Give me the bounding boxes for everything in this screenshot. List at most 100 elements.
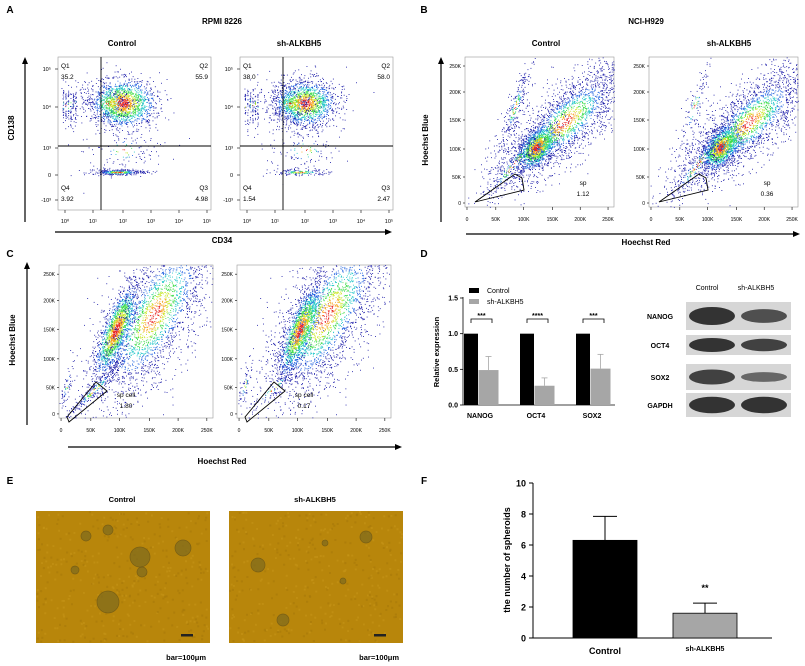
- event-dot: [123, 104, 125, 106]
- event-dot: [102, 116, 104, 118]
- event-dot: [117, 77, 119, 79]
- event-dot: [250, 101, 252, 103]
- event-dot: [70, 111, 72, 113]
- event-dot: [97, 104, 99, 105]
- event-dot: [247, 104, 249, 105]
- event-dot: [254, 100, 256, 102]
- event-dot: [297, 83, 299, 84]
- event-dot: [306, 124, 308, 126]
- event-dot: [130, 171, 132, 173]
- event-dot: [301, 107, 303, 108]
- event-dot: [311, 98, 313, 100]
- event-dot: [278, 129, 280, 131]
- event-dot: [280, 99, 282, 101]
- event-dot: [90, 119, 92, 121]
- event-dot: [106, 110, 108, 111]
- event-dot: [111, 99, 113, 100]
- event-dot: [125, 164, 127, 166]
- event-dot: [63, 114, 64, 116]
- event-dot: [295, 108, 297, 110]
- event-dot: [274, 112, 276, 114]
- event-dot: [332, 110, 334, 112]
- event-dot: [281, 96, 283, 98]
- event-dot: [65, 128, 67, 130]
- event-dot: [295, 119, 297, 120]
- event-dot: [123, 89, 125, 90]
- event-dot: [283, 103, 285, 105]
- event-dot: [79, 108, 81, 110]
- event-dot: [108, 146, 109, 147]
- event-dot: [295, 92, 296, 93]
- event-dot: [310, 97, 312, 99]
- event-dot: [323, 106, 324, 108]
- event-dot: [275, 108, 277, 110]
- event-dot: [301, 101, 303, 103]
- event-dot: [245, 110, 247, 112]
- y-tick-label: -10³: [41, 198, 51, 204]
- event-dot: [310, 95, 312, 97]
- event-dot: [301, 110, 303, 112]
- event-dot: [325, 116, 327, 117]
- event-dot: [118, 117, 120, 118]
- event-dot: [110, 154, 112, 155]
- event-dot: [299, 170, 301, 172]
- event-dot: [122, 84, 124, 86]
- event-dot: [110, 92, 111, 94]
- event-dot: [281, 115, 282, 117]
- event-dot: [292, 111, 294, 113]
- event-dot: [118, 138, 120, 140]
- event-dot: [288, 118, 290, 119]
- event-dot: [301, 122, 302, 124]
- event-dot: [297, 122, 299, 124]
- event-dot: [117, 111, 119, 113]
- event-dot: [120, 173, 122, 175]
- event-dot: [292, 90, 294, 92]
- y-axis-label-hoechst-blue-b: Hoechst Blue: [421, 114, 430, 166]
- event-dot: [325, 89, 327, 91]
- event-dot: [523, 170, 525, 172]
- event-dot: [120, 120, 121, 122]
- event-dot: [105, 173, 107, 174]
- event-dot: [280, 110, 282, 112]
- event-dot: [318, 89, 320, 91]
- event-dot: [118, 85, 120, 87]
- event-dot: [298, 134, 300, 135]
- event-dot: [324, 96, 326, 98]
- event-dot: [310, 121, 312, 122]
- event-dot: [265, 112, 267, 113]
- event-dot: [129, 89, 130, 91]
- event-dot: [103, 172, 104, 174]
- event-dot: [134, 106, 136, 108]
- event-dot: [108, 102, 110, 104]
- event-dot: [127, 126, 129, 128]
- event-dot: [126, 107, 127, 109]
- event-dot: [313, 99, 315, 100]
- event-dot: [116, 117, 118, 119]
- event-dot: [142, 172, 143, 173]
- event-dot: [117, 101, 119, 103]
- event-dot: [142, 107, 144, 109]
- y-tick-label: 10⁴: [225, 104, 234, 111]
- event-dot: [329, 172, 331, 174]
- event-dot: [83, 88, 85, 90]
- event-dot: [115, 100, 117, 102]
- event-dot: [294, 106, 296, 108]
- event-dot: [134, 85, 136, 86]
- event-dot: [308, 84, 310, 86]
- event-dot: [149, 130, 150, 132]
- event-dot: [348, 94, 350, 95]
- event-dot: [321, 81, 322, 82]
- event-dot: [140, 113, 142, 115]
- event-dot: [323, 116, 325, 118]
- event-dot: [306, 149, 308, 150]
- event-dot: [303, 114, 305, 116]
- event-dot: [108, 86, 110, 88]
- event-dot: [307, 154, 309, 156]
- event-dot: [281, 119, 283, 121]
- event-dot: [309, 113, 311, 115]
- event-dot: [118, 92, 120, 94]
- event-dot: [119, 119, 121, 121]
- event-dot: [101, 109, 103, 111]
- event-dot: [132, 113, 134, 115]
- event-dot: [122, 104, 124, 106]
